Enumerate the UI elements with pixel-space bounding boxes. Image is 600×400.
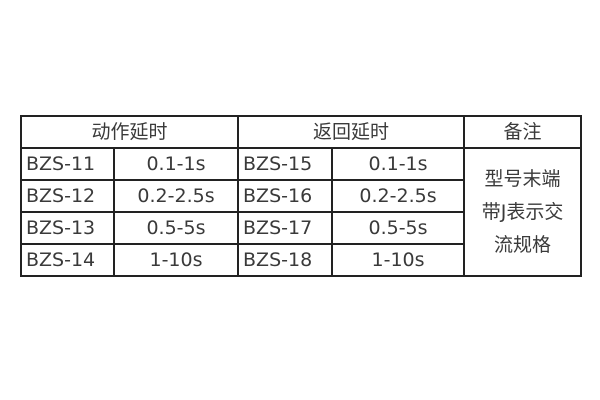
- return-delay: 1-10s: [331, 243, 466, 277]
- action-model: BZS-13: [20, 211, 115, 245]
- header-return-delay: 返回延时: [237, 115, 466, 149]
- return-model: BZS-18: [237, 243, 334, 277]
- table-row: BZS-14 1-10s BZS-18 1-10s: [20, 243, 581, 277]
- return-model: BZS-16: [237, 179, 334, 213]
- return-delay: 0.2-2.5s: [331, 179, 466, 213]
- return-delay: 0.1-1s: [331, 147, 466, 181]
- action-model: BZS-14: [20, 243, 115, 277]
- action-model: BZS-11: [20, 147, 115, 181]
- action-delay: 0.5-5s: [112, 211, 240, 245]
- header-note: 备注: [463, 115, 583, 149]
- note-cell: 型号末端 带J表示交 流规格: [463, 147, 583, 277]
- delay-spec-table: 动作延时 返回延时 备注 BZS-11 0.1-1s BZS-15 0.1-1s…: [19, 115, 583, 277]
- header-row: 动作延时 返回延时 备注: [19, 115, 583, 149]
- return-delay: 0.5-5s: [331, 211, 466, 245]
- action-model: BZS-12: [20, 179, 115, 213]
- note-line: 带J表示交: [481, 200, 564, 223]
- table-row: BZS-11 0.1-1s BZS-15 0.1-1s 型号末端 带J表示交 流…: [20, 147, 583, 277]
- table-row: BZS-13 0.5-5s BZS-17 0.5-5s: [20, 211, 581, 245]
- return-model: BZS-17: [237, 211, 334, 245]
- table-row: BZS-12 0.2-2.5s BZS-16 0.2-2.5s: [20, 179, 581, 213]
- note-line: 流规格: [494, 233, 552, 256]
- action-delay: 0.1-1s: [112, 147, 240, 181]
- note-line: 型号末端: [484, 167, 561, 190]
- action-delay: 0.2-2.5s: [112, 179, 240, 213]
- action-delay: 1-10s: [112, 243, 240, 277]
- return-model: BZS-15: [237, 147, 334, 181]
- header-action-delay: 动作延时: [19, 115, 240, 149]
